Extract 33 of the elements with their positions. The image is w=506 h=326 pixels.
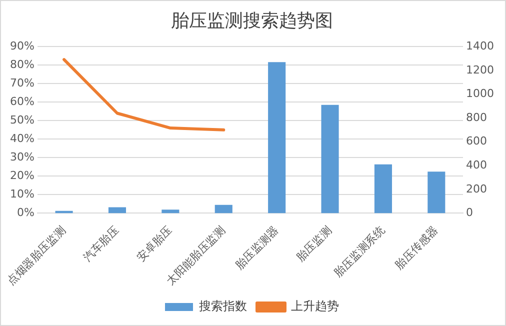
y2-tick-label: 600 — [466, 134, 488, 148]
y2-tick-label: 200 — [466, 182, 488, 196]
y-tick-label: 20% — [10, 169, 34, 182]
x-tick-label: 胎压传感器 — [392, 224, 441, 272]
bar — [108, 207, 126, 214]
y-tick-label: 70% — [10, 76, 34, 90]
y-tick-label: 30% — [10, 150, 34, 164]
y2-tick-label: 800 — [466, 110, 488, 124]
y2-tick-label: 1400 — [466, 39, 494, 52]
legend-label: 搜索指数 — [199, 299, 247, 314]
bar — [428, 172, 446, 214]
x-tick-label: 胎压监测器 — [232, 224, 281, 272]
bar — [268, 62, 286, 214]
y-tick-label: 90% — [10, 39, 34, 52]
bar — [321, 104, 339, 214]
y-tick-label: 60% — [10, 95, 34, 108]
y-tick-label: 0% — [16, 206, 34, 220]
x-tick-label: 汽车胎压 — [81, 224, 122, 264]
y2-tick-label: 400 — [466, 158, 488, 172]
bar — [374, 164, 392, 214]
y2-tick-label: 0 — [466, 206, 474, 220]
y-tick-label: 50% — [10, 114, 34, 127]
y-tick-label: 80% — [10, 58, 34, 71]
y-tick-label: 40% — [10, 132, 34, 146]
bar — [162, 210, 180, 214]
x-tick-label: 安卓胎压 — [134, 224, 175, 264]
bar — [214, 204, 232, 214]
x-tick-label: 点烟器胎压监测 — [4, 224, 68, 288]
y2-tick-label: 1200 — [466, 63, 494, 76]
legend-label: 上升趋势 — [291, 299, 339, 314]
y-tick-label: 10% — [10, 188, 34, 201]
chart-title: 胎压监测搜索趋势图 — [171, 10, 333, 32]
y2-tick-label: 1000 — [466, 87, 494, 100]
